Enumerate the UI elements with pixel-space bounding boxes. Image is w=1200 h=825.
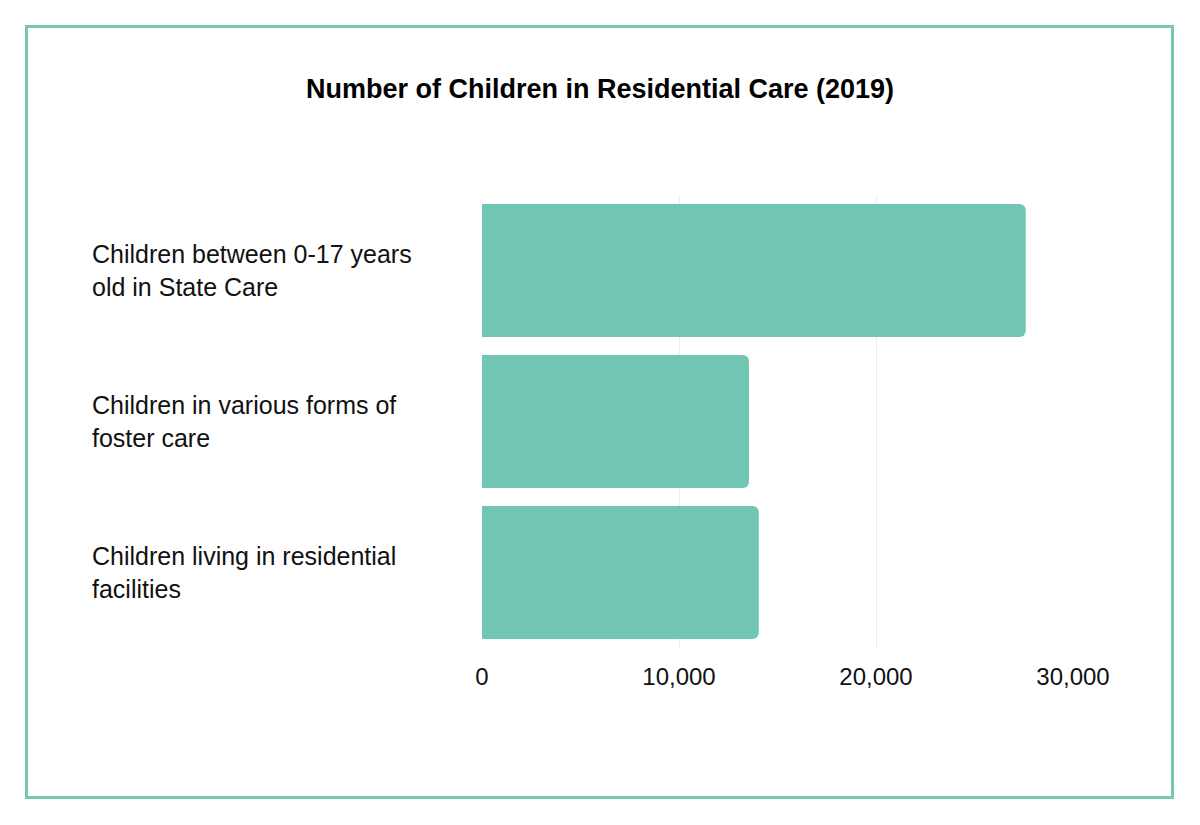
svg-text:Children between 0-17 yearsold: Children between 0-17 yearsold in State … <box>92 240 412 301</box>
svg-text:10,000: 10,000 <box>642 663 715 690</box>
svg-text:30,000: 30,000 <box>1036 663 1109 690</box>
svg-text:0: 0 <box>475 663 488 690</box>
svg-text:Children in various forms offo: Children in various forms offoster care <box>92 391 396 452</box>
svg-text:Number of Children in Resident: Number of Children in Residential Care (… <box>306 74 894 104</box>
svg-text:20,000: 20,000 <box>839 663 912 690</box>
svg-text:Children living in residential: Children living in residentialfacilities <box>92 542 396 603</box>
